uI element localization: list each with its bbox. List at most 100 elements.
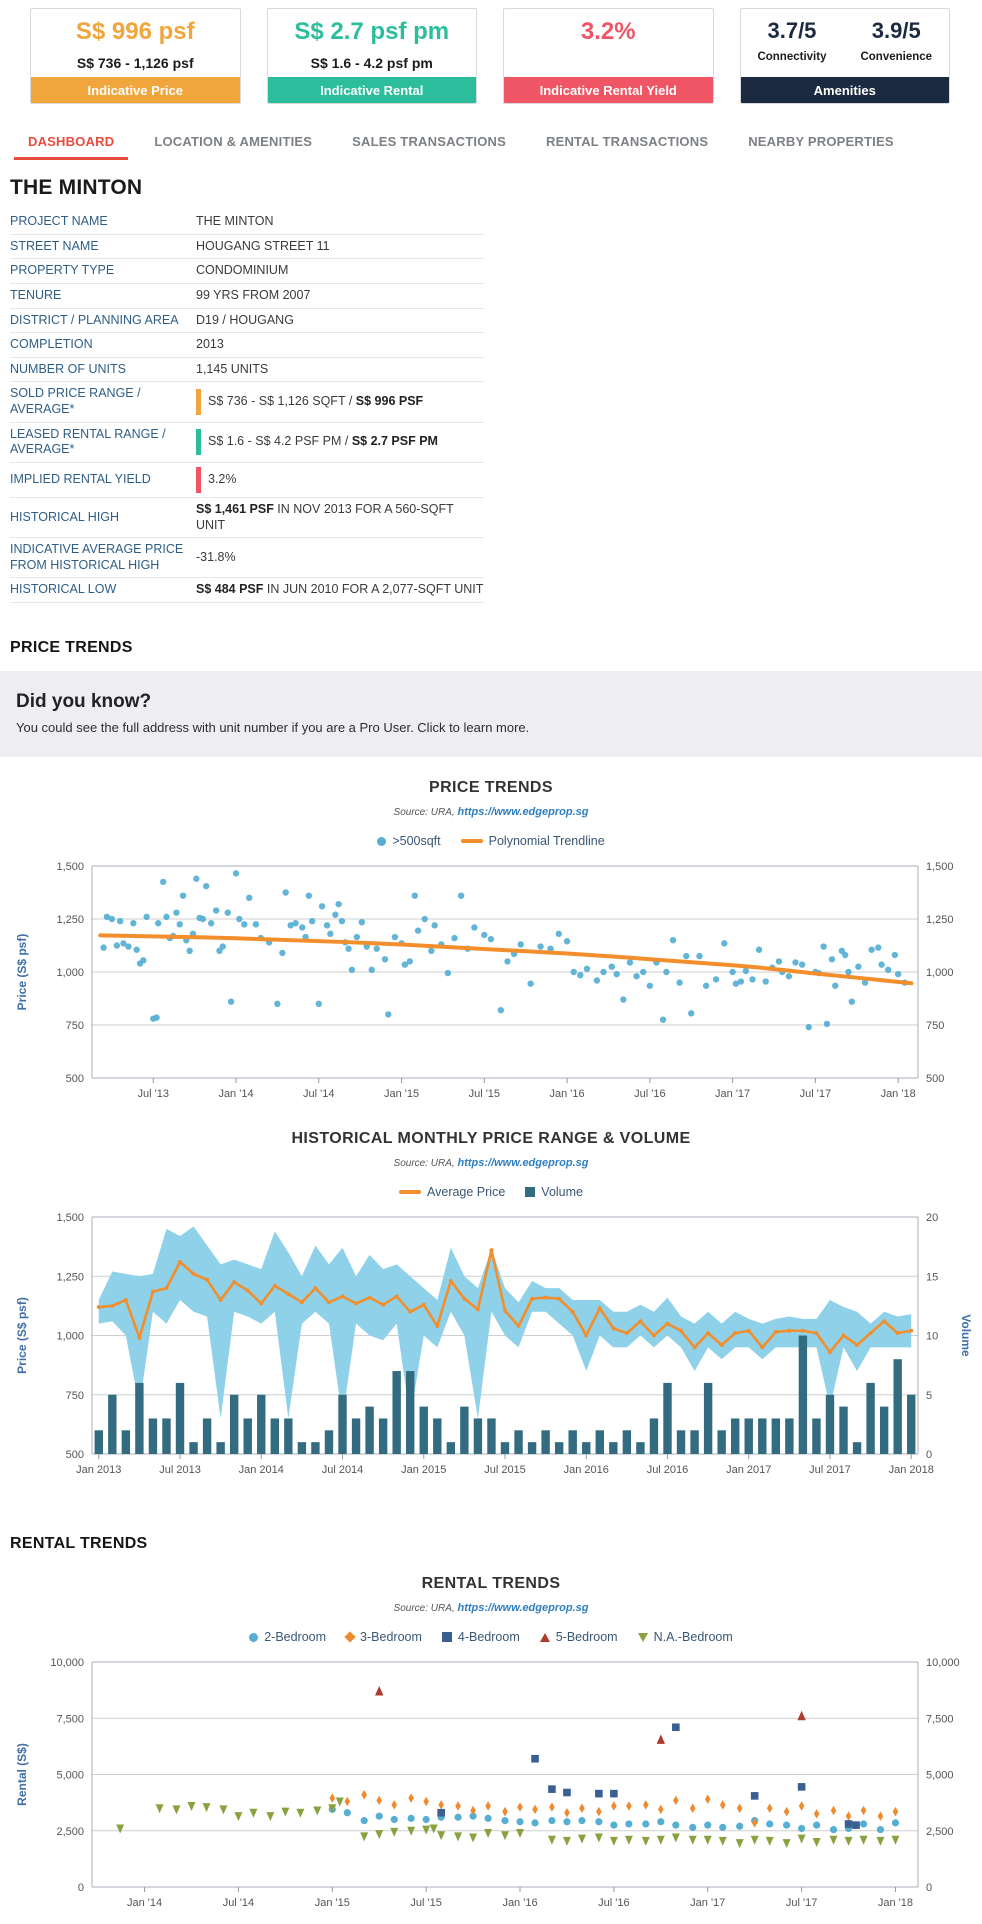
score: 3.9/5 Convenience bbox=[860, 18, 932, 63]
svg-text:Jan '15: Jan '15 bbox=[315, 1897, 350, 1909]
triangle-up-marker bbox=[539, 1632, 550, 1642]
legend-label: Average Price bbox=[427, 1185, 506, 1199]
legend-item-average-price[interactable]: Average Price bbox=[399, 1185, 505, 1199]
tab-sales-transactions[interactable]: SALES TRANSACTIONS bbox=[352, 134, 506, 149]
svg-text:Jan 2013: Jan 2013 bbox=[76, 1464, 121, 1476]
legend-label: 4-Bedroom bbox=[457, 1630, 520, 1644]
tab-dashboard[interactable]: DASHBOARD bbox=[14, 134, 129, 160]
chart-title: RENTAL TRENDS bbox=[421, 1575, 561, 1592]
tab-rental-transactions[interactable]: RENTAL TRANSACTIONS bbox=[546, 134, 709, 149]
edgeprop-link[interactable]: https://www.edgeprop.sg bbox=[457, 1602, 589, 1614]
card-footer-label: Indicative Price bbox=[31, 77, 240, 103]
section-heading-price-trends: PRICE TRENDS bbox=[10, 639, 133, 656]
stat-card-1: S$ 996 psf S$ 736 - 1,126 psf Indicative P… bbox=[30, 8, 241, 104]
table-row: STREET NAME HOUGANG STREET 11 bbox=[10, 234, 484, 260]
row-label: DISTRICT / PLANNING AREA bbox=[10, 308, 196, 334]
svg-text:10,000: 10,000 bbox=[926, 1657, 960, 1669]
tab-bar: DASHBOARD LOCATION & AMENITIES SALES TRANS… bbox=[0, 104, 982, 160]
edgeprop-link[interactable]: https://www.edgeprop.sg bbox=[457, 1157, 589, 1169]
legend-item-3-bedroom[interactable]: 3-Bedroom bbox=[344, 1630, 422, 1644]
project-details-table: PROJECT NAME THE MINTON STREET NAME HOUGANG… bbox=[10, 210, 484, 603]
svg-text:Jan 2014: Jan 2014 bbox=[239, 1464, 284, 1476]
card-footer-label: Indicative Rental Yield bbox=[504, 77, 713, 103]
tab-nearby-properties[interactable]: NEARBY PROPERTIES bbox=[748, 134, 894, 149]
source-prefix: Source: URA, bbox=[393, 1158, 455, 1169]
square-marker bbox=[441, 1632, 452, 1642]
svg-text:Jan '18: Jan '18 bbox=[881, 1088, 916, 1100]
row-value: 2013 bbox=[196, 332, 484, 358]
svg-text:1,000: 1,000 bbox=[926, 967, 954, 979]
section-heading-rental-trends: RENTAL TRENDS bbox=[10, 1535, 148, 1552]
source-prefix: Source: URA, bbox=[393, 1603, 455, 1614]
edgeprop-link[interactable]: https://www.edgeprop.sg bbox=[457, 806, 589, 818]
legend-label: >500sqft bbox=[392, 834, 441, 848]
svg-text:10: 10 bbox=[926, 1331, 938, 1343]
page-title: THE MINTON bbox=[10, 176, 143, 199]
row-label: PROPERTY TYPE bbox=[10, 258, 196, 284]
legend-label: N.A.-Bedroom bbox=[653, 1630, 733, 1644]
legend-item-polynomial-trendline[interactable]: Polynomial Trendline bbox=[460, 834, 605, 848]
did-you-know-body: You could see the full address with unit… bbox=[16, 720, 530, 735]
card-range: S$ 1.6 - 4.2 psf pm bbox=[310, 54, 433, 71]
row-value: HOUGANG STREET 11 bbox=[196, 234, 484, 260]
svg-text:Volume: Volume bbox=[959, 1314, 972, 1357]
svg-text:15: 15 bbox=[926, 1271, 938, 1283]
table-row: TENURE 99 YRS FROM 2007 bbox=[10, 283, 484, 309]
svg-text:1,250: 1,250 bbox=[926, 914, 954, 926]
legend-item-4-bedroom[interactable]: 4-Bedroom bbox=[441, 1630, 520, 1644]
chart-legend: 2-Bedroom 3-Bedroom 4-Bedroom 5-Bedroom N.A.… bbox=[10, 1630, 972, 1644]
price-range-volume-chart: 500 750 1,000 1,250 1,500 0 5 10 15 20 Jan 2013 Jul… bbox=[10, 1207, 972, 1495]
svg-text:2,500: 2,500 bbox=[926, 1826, 954, 1838]
chart-title: HISTORICAL MONTHLY PRICE RANGE & VOLUME bbox=[291, 1130, 691, 1147]
row-value: 1,145 UNITS bbox=[196, 357, 484, 383]
svg-text:1,250: 1,250 bbox=[56, 1271, 84, 1283]
svg-text:Jul '15: Jul '15 bbox=[469, 1088, 500, 1100]
diamond-marker bbox=[344, 1631, 356, 1643]
tab-location-amenities[interactable]: LOCATION & AMENITIES bbox=[154, 134, 313, 149]
svg-text:Jan '17: Jan '17 bbox=[715, 1088, 750, 1100]
svg-text:Jul '14: Jul '14 bbox=[303, 1088, 334, 1100]
svg-text:1,000: 1,000 bbox=[56, 1331, 84, 1343]
row-label: PROJECT NAME bbox=[10, 210, 196, 235]
legend-item-n-a-bedroom[interactable]: N.A.-Bedroom bbox=[637, 1630, 733, 1644]
table-row: PROPERTY TYPE CONDOMINIUM bbox=[10, 258, 484, 284]
svg-text:Jan 2017: Jan 2017 bbox=[726, 1464, 771, 1476]
value-marker bbox=[196, 466, 201, 493]
svg-text:10,000: 10,000 bbox=[50, 1657, 84, 1669]
row-value: S$ 736 - S$ 1,126 SQFT / S$ 996 PSF bbox=[196, 381, 484, 423]
svg-text:Jul 2015: Jul 2015 bbox=[484, 1464, 526, 1476]
row-label: COMPLETION bbox=[10, 332, 196, 358]
circle-marker bbox=[377, 836, 387, 846]
line-marker bbox=[399, 1190, 421, 1194]
legend-label: Volume bbox=[541, 1185, 583, 1199]
table-row: PROJECT NAME THE MINTON bbox=[10, 210, 484, 235]
chart-source: Source: URA, https://www.edgeprop.sg bbox=[10, 1157, 972, 1169]
row-label: TENURE bbox=[10, 283, 196, 309]
legend-item-5-bedroom[interactable]: 5-Bedroom bbox=[539, 1630, 618, 1644]
row-label: LEASED RENTAL RANGE / AVERAGE* bbox=[10, 422, 196, 463]
svg-text:Jan '14: Jan '14 bbox=[218, 1088, 253, 1100]
svg-text:5: 5 bbox=[926, 1390, 932, 1402]
table-row: INDICATIVE AVERAGE PRICE FROM HISTORICAL… bbox=[10, 537, 484, 579]
svg-text:Jan 2016: Jan 2016 bbox=[564, 1464, 609, 1476]
chart-legend: Average Price Volume bbox=[10, 1185, 972, 1199]
score-label: Convenience bbox=[860, 51, 933, 63]
price-trends-chart-block: PRICE TRENDS Source: URA, https://www.ed… bbox=[10, 779, 972, 1108]
legend-item--500sqft[interactable]: >500sqft bbox=[377, 834, 441, 848]
score: 3.7/5 Connectivity bbox=[757, 18, 826, 63]
svg-text:750: 750 bbox=[66, 1020, 84, 1032]
legend-label: Polynomial Trendline bbox=[488, 834, 605, 848]
table-row: SOLD PRICE RANGE / AVERAGE* S$ 736 - S$ 1… bbox=[10, 381, 484, 423]
svg-text:Jan '18: Jan '18 bbox=[878, 1897, 913, 1909]
line-marker bbox=[460, 839, 483, 843]
row-label: STREET NAME bbox=[10, 234, 196, 260]
did-you-know-banner[interactable]: Did you know? You could see the full add… bbox=[0, 671, 982, 757]
svg-text:Jul 2016: Jul 2016 bbox=[647, 1464, 689, 1476]
svg-text:1,500: 1,500 bbox=[926, 861, 954, 873]
price-range-volume-chart-block: HISTORICAL MONTHLY PRICE RANGE & VOLUME … bbox=[10, 1130, 972, 1495]
chart-source: Source: URA, https://www.edgeprop.sg bbox=[10, 1602, 972, 1614]
legend-item-volume[interactable]: Volume bbox=[525, 1185, 583, 1199]
legend-item-2-bedroom[interactable]: 2-Bedroom bbox=[249, 1630, 326, 1644]
chart-legend: >500sqft Polynomial Trendline bbox=[10, 834, 972, 848]
stat-card-3: 3.2% Indicative Rental Yield bbox=[503, 8, 714, 104]
